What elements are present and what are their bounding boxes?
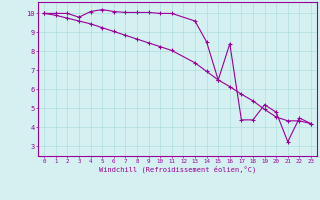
X-axis label: Windchill (Refroidissement éolien,°C): Windchill (Refroidissement éolien,°C) (99, 166, 256, 173)
